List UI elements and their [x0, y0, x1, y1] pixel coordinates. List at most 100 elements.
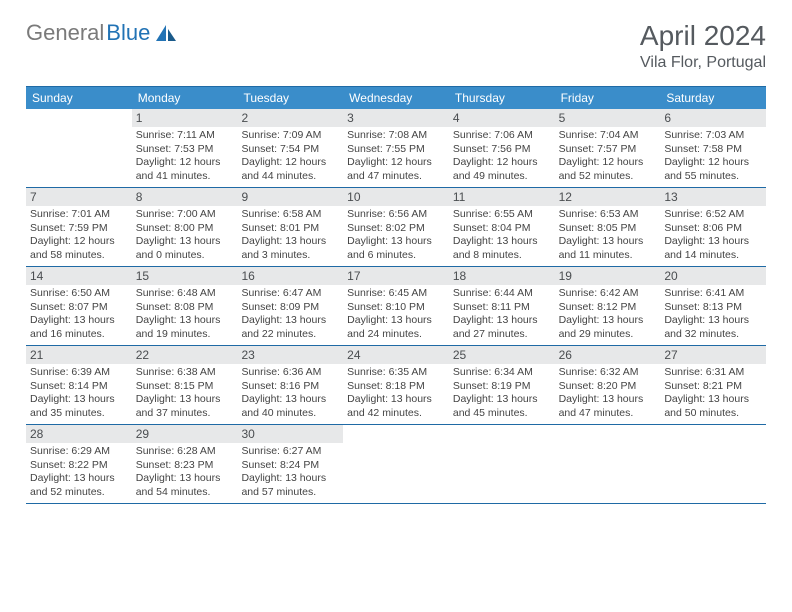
day-cell: 15Sunrise: 6:48 AMSunset: 8:08 PMDayligh… [132, 267, 238, 345]
sunset: Sunset: 7:56 PM [453, 143, 551, 157]
daylight: Daylight: 13 hours and 29 minutes. [559, 314, 657, 341]
day-header: Sunday [26, 87, 132, 109]
day-cell: 10Sunrise: 6:56 AMSunset: 8:02 PMDayligh… [343, 188, 449, 266]
daylight: Daylight: 13 hours and 3 minutes. [241, 235, 339, 262]
daylight: Daylight: 13 hours and 47 minutes. [559, 393, 657, 420]
sunrise: Sunrise: 6:55 AM [453, 208, 551, 222]
sunset: Sunset: 7:59 PM [30, 222, 128, 236]
sunset: Sunset: 8:20 PM [559, 380, 657, 394]
day-number: 11 [449, 188, 555, 206]
daylight: Daylight: 13 hours and 35 minutes. [30, 393, 128, 420]
sunrise: Sunrise: 6:38 AM [136, 366, 234, 380]
day-number: 24 [343, 346, 449, 364]
day-info: Sunrise: 6:45 AMSunset: 8:10 PMDaylight:… [343, 285, 449, 344]
sunset: Sunset: 7:57 PM [559, 143, 657, 157]
day-number: 18 [449, 267, 555, 285]
day-cell: 30Sunrise: 6:27 AMSunset: 8:24 PMDayligh… [237, 425, 343, 503]
daylight: Daylight: 13 hours and 6 minutes. [347, 235, 445, 262]
day-info: Sunrise: 7:08 AMSunset: 7:55 PMDaylight:… [343, 127, 449, 186]
day-number: 16 [237, 267, 343, 285]
day-info: Sunrise: 6:55 AMSunset: 8:04 PMDaylight:… [449, 206, 555, 265]
sunrise: Sunrise: 6:52 AM [664, 208, 762, 222]
day-cell: 7Sunrise: 7:01 AMSunset: 7:59 PMDaylight… [26, 188, 132, 266]
day-number: 29 [132, 425, 238, 443]
daylight: Daylight: 13 hours and 11 minutes. [559, 235, 657, 262]
day-cell: 6Sunrise: 7:03 AMSunset: 7:58 PMDaylight… [660, 109, 766, 187]
day-cell: 27Sunrise: 6:31 AMSunset: 8:21 PMDayligh… [660, 346, 766, 424]
day-info: Sunrise: 7:04 AMSunset: 7:57 PMDaylight:… [555, 127, 661, 186]
day-cell: 2Sunrise: 7:09 AMSunset: 7:54 PMDaylight… [237, 109, 343, 187]
sunset: Sunset: 8:11 PM [453, 301, 551, 315]
day-cell: 4Sunrise: 7:06 AMSunset: 7:56 PMDaylight… [449, 109, 555, 187]
daylight: Daylight: 12 hours and 55 minutes. [664, 156, 762, 183]
daylight: Daylight: 12 hours and 52 minutes. [559, 156, 657, 183]
day-info: Sunrise: 6:50 AMSunset: 8:07 PMDaylight:… [26, 285, 132, 344]
day-cell: 23Sunrise: 6:36 AMSunset: 8:16 PMDayligh… [237, 346, 343, 424]
day-info: Sunrise: 6:41 AMSunset: 8:13 PMDaylight:… [660, 285, 766, 344]
day-info: Sunrise: 6:27 AMSunset: 8:24 PMDaylight:… [237, 443, 343, 502]
daylight: Daylight: 12 hours and 44 minutes. [241, 156, 339, 183]
daylight: Daylight: 12 hours and 47 minutes. [347, 156, 445, 183]
day-cell: 16Sunrise: 6:47 AMSunset: 8:09 PMDayligh… [237, 267, 343, 345]
day-info: Sunrise: 6:58 AMSunset: 8:01 PMDaylight:… [237, 206, 343, 265]
day-number: 17 [343, 267, 449, 285]
day-header: Tuesday [237, 87, 343, 109]
day-number: 12 [555, 188, 661, 206]
sunset: Sunset: 8:07 PM [30, 301, 128, 315]
sunset: Sunset: 8:06 PM [664, 222, 762, 236]
sunset: Sunset: 8:24 PM [241, 459, 339, 473]
day-cell: 11Sunrise: 6:55 AMSunset: 8:04 PMDayligh… [449, 188, 555, 266]
day-number: 6 [660, 109, 766, 127]
sunrise: Sunrise: 7:04 AM [559, 129, 657, 143]
sunrise: Sunrise: 7:00 AM [136, 208, 234, 222]
title-block: April 2024 Vila Flor, Portugal [640, 20, 766, 72]
daylight: Daylight: 13 hours and 22 minutes. [241, 314, 339, 341]
sunrise: Sunrise: 6:53 AM [559, 208, 657, 222]
sunrise: Sunrise: 7:01 AM [30, 208, 128, 222]
day-cell: 5Sunrise: 7:04 AMSunset: 7:57 PMDaylight… [555, 109, 661, 187]
sunset: Sunset: 8:22 PM [30, 459, 128, 473]
day-info: Sunrise: 6:31 AMSunset: 8:21 PMDaylight:… [660, 364, 766, 423]
day-cell: 25Sunrise: 6:34 AMSunset: 8:19 PMDayligh… [449, 346, 555, 424]
sunrise: Sunrise: 6:48 AM [136, 287, 234, 301]
day-cell: 8Sunrise: 7:00 AMSunset: 8:00 PMDaylight… [132, 188, 238, 266]
daylight: Daylight: 13 hours and 42 minutes. [347, 393, 445, 420]
day-info: Sunrise: 6:56 AMSunset: 8:02 PMDaylight:… [343, 206, 449, 265]
sunset: Sunset: 8:18 PM [347, 380, 445, 394]
sunrise: Sunrise: 6:34 AM [453, 366, 551, 380]
sunset: Sunset: 8:08 PM [136, 301, 234, 315]
day-cell: 1Sunrise: 7:11 AMSunset: 7:53 PMDaylight… [132, 109, 238, 187]
day-info: Sunrise: 6:47 AMSunset: 8:09 PMDaylight:… [237, 285, 343, 344]
sunrise: Sunrise: 6:42 AM [559, 287, 657, 301]
day-cell [449, 425, 555, 503]
sunset: Sunset: 8:02 PM [347, 222, 445, 236]
day-cell: 13Sunrise: 6:52 AMSunset: 8:06 PMDayligh… [660, 188, 766, 266]
day-header-row: SundayMondayTuesdayWednesdayThursdayFrid… [26, 87, 766, 109]
header: GeneralBlue April 2024 Vila Flor, Portug… [0, 0, 792, 80]
month-title: April 2024 [640, 20, 766, 52]
sunset: Sunset: 8:05 PM [559, 222, 657, 236]
day-number: 2 [237, 109, 343, 127]
day-cell: 29Sunrise: 6:28 AMSunset: 8:23 PMDayligh… [132, 425, 238, 503]
day-info: Sunrise: 6:34 AMSunset: 8:19 PMDaylight:… [449, 364, 555, 423]
day-number: 5 [555, 109, 661, 127]
day-number: 27 [660, 346, 766, 364]
day-info: Sunrise: 7:01 AMSunset: 7:59 PMDaylight:… [26, 206, 132, 265]
sunrise: Sunrise: 6:27 AM [241, 445, 339, 459]
day-info: Sunrise: 7:00 AMSunset: 8:00 PMDaylight:… [132, 206, 238, 265]
day-number: 14 [26, 267, 132, 285]
day-cell: 28Sunrise: 6:29 AMSunset: 8:22 PMDayligh… [26, 425, 132, 503]
daylight: Daylight: 13 hours and 14 minutes. [664, 235, 762, 262]
sunset: Sunset: 7:53 PM [136, 143, 234, 157]
sunrise: Sunrise: 7:06 AM [453, 129, 551, 143]
day-info: Sunrise: 7:09 AMSunset: 7:54 PMDaylight:… [237, 127, 343, 186]
day-number: 26 [555, 346, 661, 364]
daylight: Daylight: 13 hours and 0 minutes. [136, 235, 234, 262]
day-number: 4 [449, 109, 555, 127]
sunrise: Sunrise: 7:08 AM [347, 129, 445, 143]
sunrise: Sunrise: 6:44 AM [453, 287, 551, 301]
day-header: Monday [132, 87, 238, 109]
day-number: 9 [237, 188, 343, 206]
day-number: 3 [343, 109, 449, 127]
day-number: 28 [26, 425, 132, 443]
